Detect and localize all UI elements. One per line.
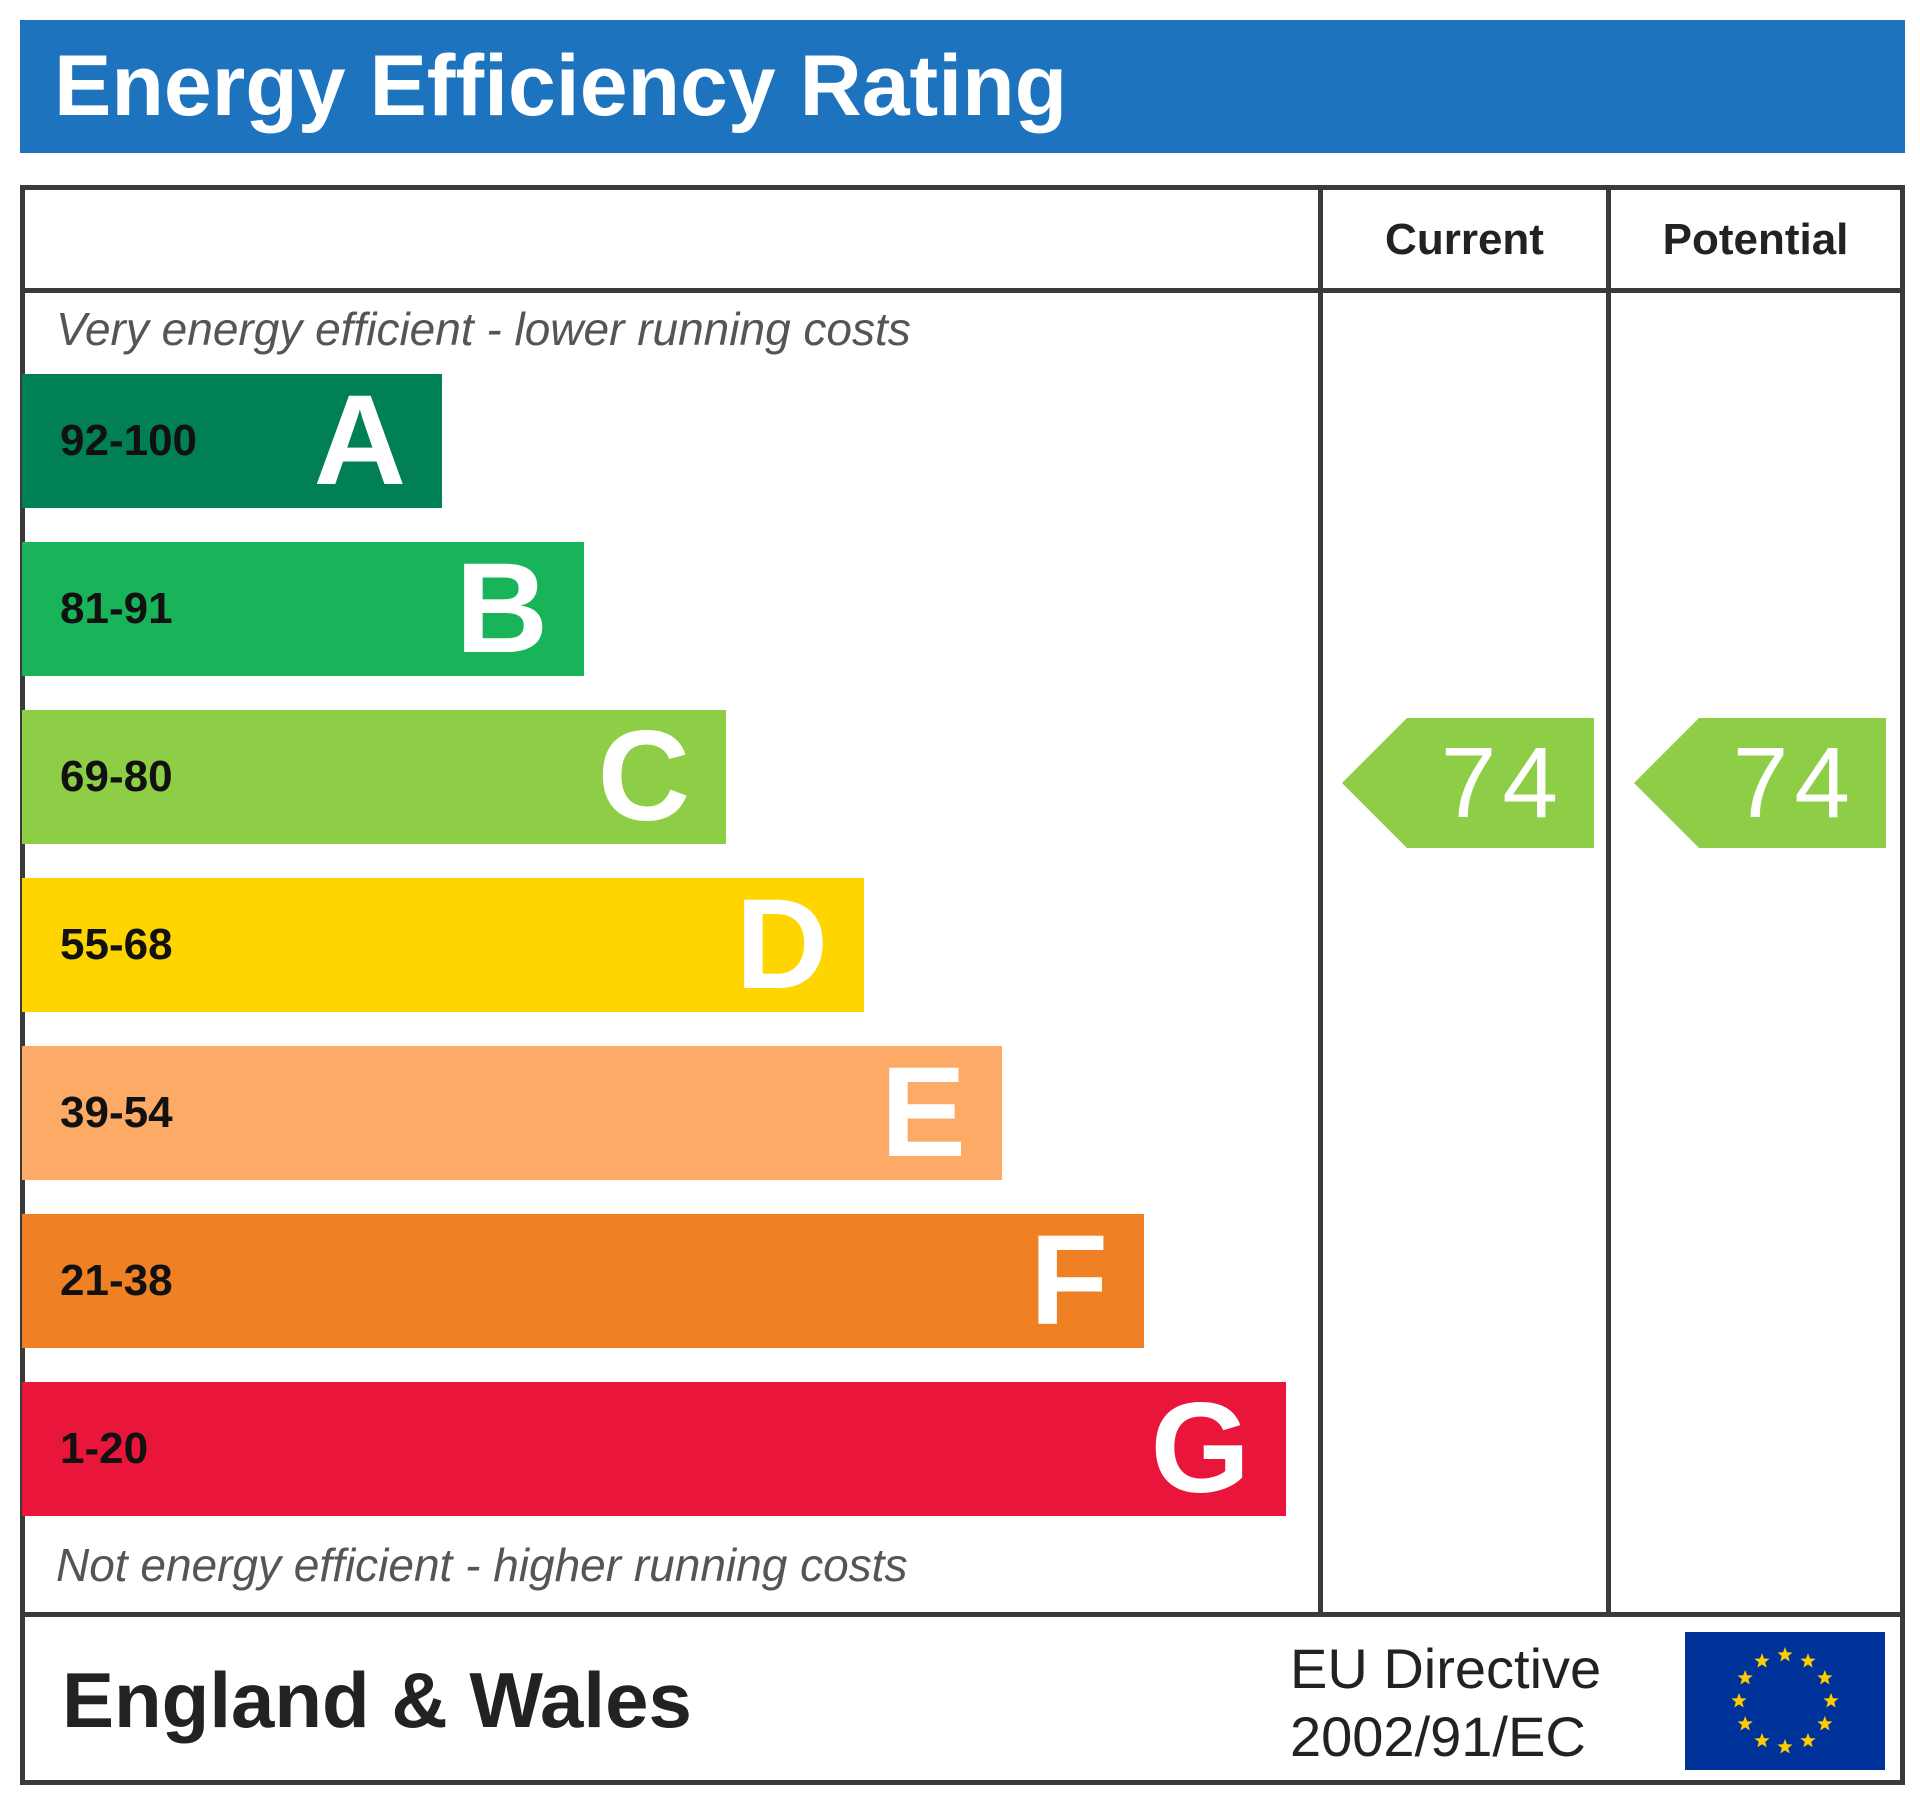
potential-rating-value: 74 <box>1732 727 1856 839</box>
potential-column-header: Potential <box>1662 215 1849 264</box>
header-divider <box>20 288 1905 293</box>
band-letter: G <box>1150 1377 1250 1520</box>
eu-star-icon <box>1817 1716 1833 1731</box>
band-range: 39-54 <box>60 1088 173 1137</box>
band-e: 39-54 E <box>22 1046 1002 1180</box>
eu-star-icon <box>1754 1653 1770 1668</box>
potential-rating-arrow: 74 <box>1634 718 1886 848</box>
current-column-header: Current <box>1385 215 1544 264</box>
band-g: 1-20 G <box>22 1382 1286 1516</box>
current-rating-arrow: 74 <box>1342 718 1594 848</box>
eu-star-icon <box>1731 1693 1747 1708</box>
bottom-note: Not energy efficient - higher running co… <box>56 1539 908 1591</box>
band-d: 55-68 D <box>22 878 864 1012</box>
band-range: 55-68 <box>60 920 173 969</box>
eu-star-icon <box>1800 1732 1816 1748</box>
band-range: 92-100 <box>60 416 198 465</box>
title-bar: Energy Efficiency Rating <box>20 20 1905 153</box>
current-column-divider <box>1318 185 1323 1615</box>
arrow-shape <box>1634 718 1886 848</box>
eu-star-icon <box>1800 1653 1816 1668</box>
eu-star-icon <box>1777 1739 1793 1754</box>
directive-line-1: EU Directive <box>1290 1637 1602 1700</box>
arrow-shape <box>1342 718 1594 848</box>
eu-star-icon <box>1737 1670 1753 1685</box>
band-c: 69-80 C <box>22 710 726 844</box>
band-letter: C <box>597 705 690 848</box>
band-range: 69-80 <box>60 752 173 801</box>
band-letter: B <box>455 537 548 680</box>
eu-star-icon <box>1817 1670 1833 1685</box>
region-label: England & Wales <box>62 1656 692 1744</box>
eu-flag-icon <box>1685 1632 1885 1770</box>
directive-line-2: 2002/91/EC <box>1290 1705 1586 1768</box>
chart-title: Energy Efficiency Rating <box>54 38 1068 134</box>
band-a: 92-100 A <box>22 374 442 508</box>
current-rating-value: 74 <box>1440 727 1564 839</box>
band-range: 81-91 <box>60 584 173 633</box>
eu-star-icon <box>1777 1647 1793 1662</box>
band-range: 1-20 <box>60 1424 149 1473</box>
potential-column-divider <box>1606 185 1611 1615</box>
eu-star-icon <box>1823 1693 1839 1708</box>
band-letter: D <box>735 873 828 1016</box>
eu-star-icon <box>1737 1716 1753 1731</box>
band-b: 81-91 B <box>22 542 584 676</box>
eu-star-icon <box>1754 1732 1770 1748</box>
band-letter: E <box>880 1041 966 1184</box>
band-letter: A <box>313 369 406 512</box>
band-f: 21-38 F <box>22 1214 1144 1348</box>
band-letter: F <box>1029 1209 1108 1352</box>
footer-divider <box>20 1612 1905 1617</box>
top-note: Very energy efficient - lower running co… <box>56 303 911 355</box>
band-range: 21-38 <box>60 1256 173 1305</box>
